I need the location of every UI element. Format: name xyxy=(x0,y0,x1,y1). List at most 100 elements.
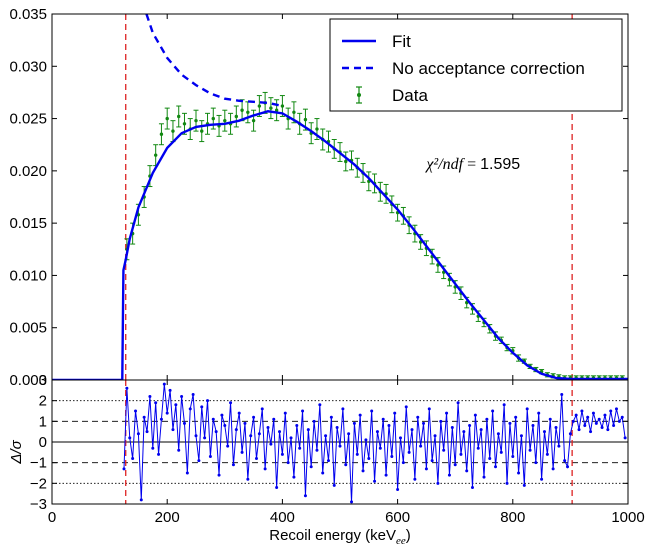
residual-point-47 xyxy=(257,432,261,436)
residual-point-70 xyxy=(324,434,328,438)
residual-point-50 xyxy=(266,426,270,430)
residual-point-97 xyxy=(401,461,405,465)
residual-point-42 xyxy=(243,421,247,425)
bottom-ticks: −3 −2 −1 0 1 2 3 0 200 400 600 800 1000 xyxy=(30,372,645,526)
data-point-25 xyxy=(268,97,274,120)
residual-point-7 xyxy=(142,415,146,419)
residual-point-120 xyxy=(468,423,472,427)
data-point-8 xyxy=(170,120,176,143)
x-axis-title-sub: ee xyxy=(396,535,406,547)
residual-point-27 xyxy=(200,405,204,409)
residual-point-88 xyxy=(375,430,379,434)
legend-data-swatch xyxy=(356,86,362,104)
chi2-lhs: χ²/ndf xyxy=(424,156,465,173)
residual-point-51 xyxy=(269,442,273,446)
residual-point-19 xyxy=(177,448,181,452)
residual-point-73 xyxy=(332,483,336,487)
residual-point-86 xyxy=(370,409,374,413)
residual-point-147 xyxy=(545,452,549,456)
residual-point-71 xyxy=(326,459,330,463)
residual-point-1 xyxy=(125,386,129,390)
residual-point-62 xyxy=(301,409,305,413)
residual-point-108 xyxy=(433,434,437,438)
residual-point-100 xyxy=(410,428,414,432)
residual-point-74 xyxy=(335,426,339,430)
residual-point-95 xyxy=(396,488,400,492)
residual-point-11 xyxy=(154,401,158,405)
residual-point-153 xyxy=(563,459,567,463)
top-ytick-label-4: 0.020 xyxy=(9,163,47,180)
residual-point-77 xyxy=(344,463,348,467)
residual-point-126 xyxy=(485,417,489,421)
bottom-marks xyxy=(122,382,627,504)
residual-point-75 xyxy=(338,444,342,448)
residual-point-55 xyxy=(280,452,284,456)
residual-point-169 xyxy=(609,409,613,413)
residual-point-124 xyxy=(479,428,483,432)
residual-point-65 xyxy=(309,465,313,469)
residual-point-24 xyxy=(191,392,195,396)
residual-point-103 xyxy=(419,444,423,448)
residual-point-63 xyxy=(303,494,307,498)
residual-point-163 xyxy=(591,411,595,415)
residual-point-46 xyxy=(254,457,258,461)
residual-point-160 xyxy=(583,423,587,427)
residual-point-89 xyxy=(378,446,382,450)
fit-line xyxy=(52,110,628,380)
residual-point-6 xyxy=(139,498,143,502)
data-point-19 xyxy=(233,105,239,128)
residual-point-52 xyxy=(272,417,276,421)
residual-point-111 xyxy=(442,448,446,452)
residual-point-81 xyxy=(355,452,359,456)
top-ticks: 0.000 0.005 0.010 0.015 0.020 0.025 0.030 0.035 xyxy=(9,6,629,389)
bottom-ytick-label-0: −3 xyxy=(30,496,47,513)
residual-point-91 xyxy=(384,473,388,477)
residual-point-139 xyxy=(522,483,526,487)
xtick-label-2: 400 xyxy=(270,509,295,526)
residual-point-31 xyxy=(211,417,215,421)
chi2-eq: = xyxy=(463,156,480,173)
residual-point-135 xyxy=(511,454,515,458)
residual-point-167 xyxy=(603,413,607,417)
residual-point-53 xyxy=(275,485,279,489)
residual-point-44 xyxy=(249,434,253,438)
legend: Fit No acceptance correction Data xyxy=(329,18,623,112)
xtick-label-3: 600 xyxy=(385,509,410,526)
residual-point-154 xyxy=(566,465,570,469)
residual-point-128 xyxy=(491,409,495,413)
residual-point-116 xyxy=(456,401,460,405)
residual-point-174 xyxy=(623,436,627,440)
residual-point-122 xyxy=(473,413,477,417)
residual-point-2 xyxy=(128,436,132,440)
residual-point-112 xyxy=(445,411,449,415)
residual-point-15 xyxy=(165,411,169,415)
residual-point-82 xyxy=(358,413,362,417)
residual-point-36 xyxy=(226,444,230,448)
top-ytick-label-6: 0.030 xyxy=(9,58,47,75)
top-ytick-label-3: 0.015 xyxy=(9,215,47,232)
residual-point-16 xyxy=(168,388,172,392)
residual-point-8 xyxy=(145,430,149,434)
residual-point-156 xyxy=(571,419,575,423)
bottom-ytick-label-5: 2 xyxy=(39,393,47,410)
bottom-ytick-label-4: 1 xyxy=(39,413,47,430)
bottom-ytick-label-6: 3 xyxy=(39,372,47,389)
residual-point-3 xyxy=(131,457,135,461)
residual-point-113 xyxy=(447,473,451,477)
residual-point-28 xyxy=(203,436,207,440)
residual-point-99 xyxy=(407,450,411,454)
residual-point-20 xyxy=(180,395,184,399)
residual-point-93 xyxy=(390,454,394,458)
y-axis-title-bottom: Δ/σ xyxy=(8,439,25,464)
residual-point-78 xyxy=(347,432,351,436)
legend-noacc-label: No acceptance correction xyxy=(392,59,585,78)
top-ytick-label-2: 0.010 xyxy=(9,267,47,284)
residual-point-84 xyxy=(364,438,368,442)
residual-point-155 xyxy=(568,432,572,436)
residual-point-104 xyxy=(422,421,426,425)
residual-point-141 xyxy=(528,448,532,452)
residual-point-76 xyxy=(341,407,345,411)
bottom-ytick-label-2: −1 xyxy=(30,455,47,472)
residual-point-26 xyxy=(197,459,201,463)
